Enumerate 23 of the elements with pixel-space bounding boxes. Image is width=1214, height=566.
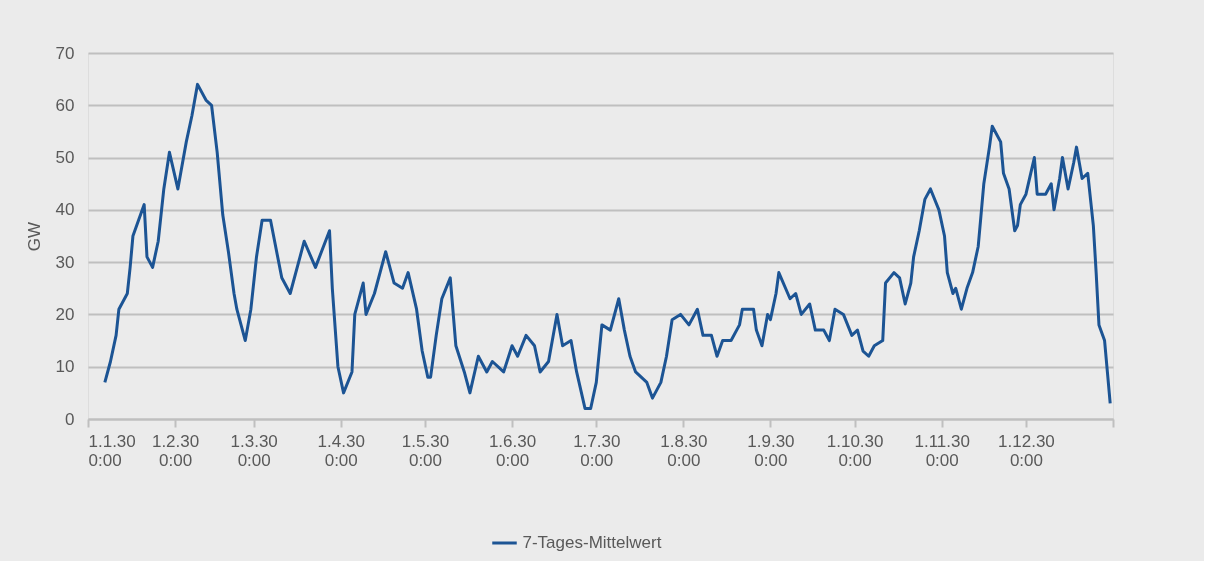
y-tick-label: 20 bbox=[55, 304, 75, 324]
x-tick-label: 1.3.30 0:00 bbox=[230, 431, 278, 470]
x-tick-label: 1.4.30 0:00 bbox=[317, 431, 365, 470]
x-tick-label: 1.10.30 0:00 bbox=[826, 431, 884, 470]
x-tick-label: 1.11.30 0:00 bbox=[914, 431, 970, 470]
y-tick-label: 50 bbox=[55, 148, 75, 168]
y-tick-label: 10 bbox=[55, 357, 75, 377]
x-tick-label: 1.5.30 0:00 bbox=[401, 431, 450, 470]
x-tick-label: 1.6.30 0:00 bbox=[488, 431, 537, 470]
y-tick-label: 60 bbox=[55, 95, 75, 115]
y-tick-label: 40 bbox=[55, 200, 75, 220]
line-series bbox=[103, 82, 1112, 411]
x-tick-label: 1.1.30 0:00 bbox=[88, 431, 136, 470]
legend-label: 7-Tages-Mittelwert bbox=[522, 533, 662, 552]
y-axis-title: GW bbox=[24, 221, 44, 252]
x-tick-label: 1.7.30 0:00 bbox=[573, 431, 621, 470]
x-tick-label: 1.8.30 0:00 bbox=[660, 431, 708, 470]
y-tick-label: 70 bbox=[55, 43, 75, 63]
x-tick-label: 1.2.30 0:00 bbox=[151, 431, 200, 470]
x-tick-label: 1.9.30 0:00 bbox=[747, 431, 795, 470]
x-tick-label: 1.12.30 0:00 bbox=[998, 431, 1055, 470]
y-tick-label: 0 bbox=[65, 409, 75, 429]
y-tick-label: 30 bbox=[55, 252, 75, 272]
